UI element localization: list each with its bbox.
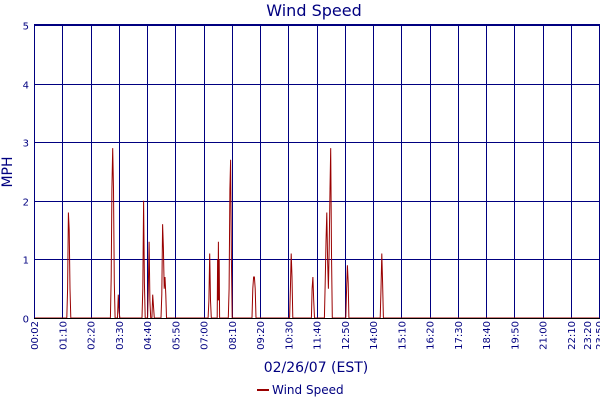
x-tick-label: 23:50 [595, 321, 600, 350]
x-tick-label: 04:40 [143, 321, 154, 350]
x-tick-label: 03:30 [115, 321, 126, 350]
x-tick-label: 09:20 [256, 321, 267, 350]
y-axis-title: MPH [0, 156, 16, 187]
x-tick-label: 12:50 [341, 321, 352, 350]
x-tick-label: 01:10 [58, 321, 69, 350]
y-tick-labels: 0 1 2 3 4 5 [23, 22, 29, 326]
series-line-wind-speed [34, 148, 599, 319]
legend-label: Wind Speed [272, 383, 344, 397]
y-tick-label: 5 [23, 22, 29, 33]
y-tick-label: 0 [23, 315, 29, 326]
x-tick-label: 02:20 [87, 321, 98, 350]
x-tick-label: 21:00 [539, 321, 550, 350]
x-tick-label: 23:20 [583, 321, 594, 350]
x-tick-labels: 00:02 01:10 02:20 03:30 04:40 05:50 07:00 08:10… [30, 321, 600, 350]
series-group [34, 148, 599, 319]
x-tick-label: 10:30 [284, 321, 295, 350]
gridlines [34, 25, 600, 319]
x-tick-label: 00:02 [30, 321, 41, 350]
x-tick-label: 11:40 [313, 321, 324, 350]
y-tick-label: 4 [23, 81, 29, 92]
y-tick-label: 2 [23, 198, 29, 209]
y-tick-label: 1 [23, 256, 29, 267]
x-tick-label: 19:50 [510, 321, 521, 350]
y-tick-label: 3 [23, 139, 29, 150]
x-tick-label: 18:40 [482, 321, 493, 350]
chart-title: Wind Speed [266, 1, 361, 20]
x-tick-label: 17:30 [454, 321, 465, 350]
x-tick-label: 15:10 [397, 321, 408, 350]
x-tick-label: 07:00 [200, 321, 211, 350]
x-tick-label: 16:20 [426, 321, 437, 350]
x-tick-label: 08:10 [228, 321, 239, 350]
x-tick-label: 05:50 [171, 321, 182, 350]
x-tick-label: 22:10 [567, 321, 578, 350]
x-axis-title: 02/26/07 (EST) [264, 360, 369, 376]
x-tick-label: 14:00 [369, 321, 380, 350]
legend: Wind Speed [257, 383, 344, 397]
